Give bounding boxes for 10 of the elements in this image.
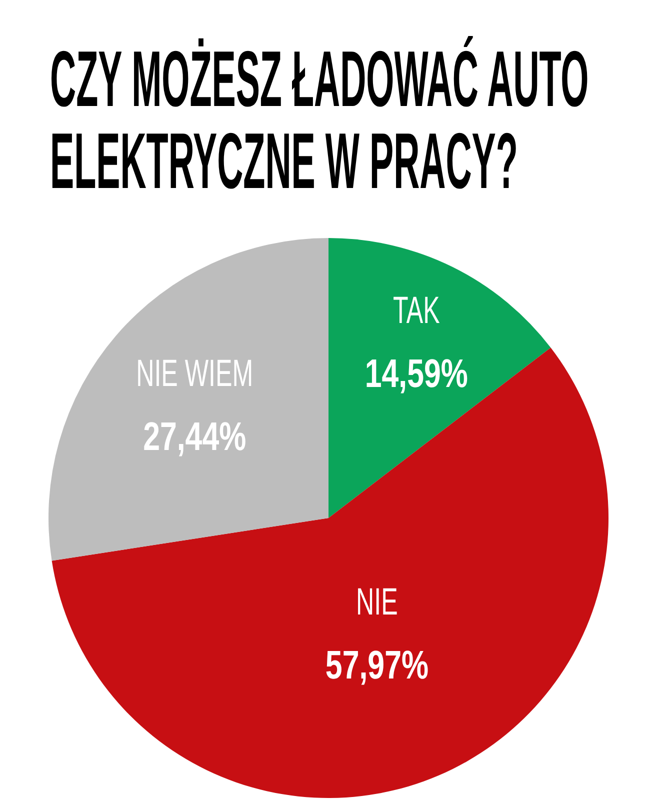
- data-label: 27,44%: [143, 414, 246, 460]
- slice-label: NIE WIEM: [136, 352, 254, 394]
- data-label: 57,97%: [325, 642, 429, 688]
- pie-slice: [52, 348, 608, 798]
- pie-slice: [48, 238, 328, 561]
- slice-label: TAK: [392, 288, 440, 332]
- chart-title: CZY MOŻESZ ŁADOWAĆ AUTO ELEKTRYCZNE W PRACY?: [50, 35, 589, 206]
- slice-label: NIE: [356, 580, 398, 623]
- pie-slice: [328, 238, 551, 518]
- data-label: 14,59%: [364, 350, 468, 396]
